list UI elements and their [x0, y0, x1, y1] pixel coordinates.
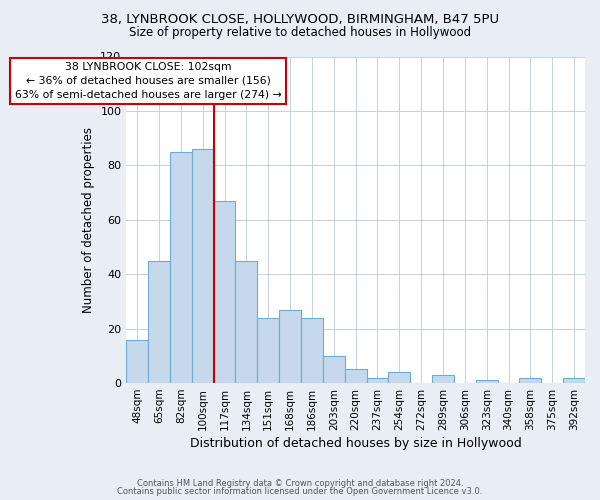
Text: Contains public sector information licensed under the Open Government Licence v3: Contains public sector information licen…: [118, 487, 482, 496]
X-axis label: Distribution of detached houses by size in Hollywood: Distribution of detached houses by size …: [190, 437, 521, 450]
Bar: [344, 370, 367, 383]
Bar: [126, 340, 148, 383]
Bar: [170, 152, 192, 383]
Y-axis label: Number of detached properties: Number of detached properties: [82, 127, 95, 313]
Bar: [257, 318, 279, 383]
Bar: [192, 149, 214, 383]
Bar: [214, 200, 235, 383]
Text: 38 LYNBROOK CLOSE: 102sqm
← 36% of detached houses are smaller (156)
63% of semi: 38 LYNBROOK CLOSE: 102sqm ← 36% of detac…: [15, 62, 281, 100]
Bar: [563, 378, 585, 383]
Text: 38, LYNBROOK CLOSE, HOLLYWOOD, BIRMINGHAM, B47 5PU: 38, LYNBROOK CLOSE, HOLLYWOOD, BIRMINGHA…: [101, 12, 499, 26]
Bar: [323, 356, 344, 383]
Bar: [301, 318, 323, 383]
Text: Size of property relative to detached houses in Hollywood: Size of property relative to detached ho…: [129, 26, 471, 39]
Bar: [520, 378, 541, 383]
Bar: [388, 372, 410, 383]
Bar: [148, 260, 170, 383]
Bar: [432, 375, 454, 383]
Bar: [279, 310, 301, 383]
Bar: [367, 378, 388, 383]
Bar: [476, 380, 497, 383]
Text: Contains HM Land Registry data © Crown copyright and database right 2024.: Contains HM Land Registry data © Crown c…: [137, 478, 463, 488]
Bar: [235, 260, 257, 383]
